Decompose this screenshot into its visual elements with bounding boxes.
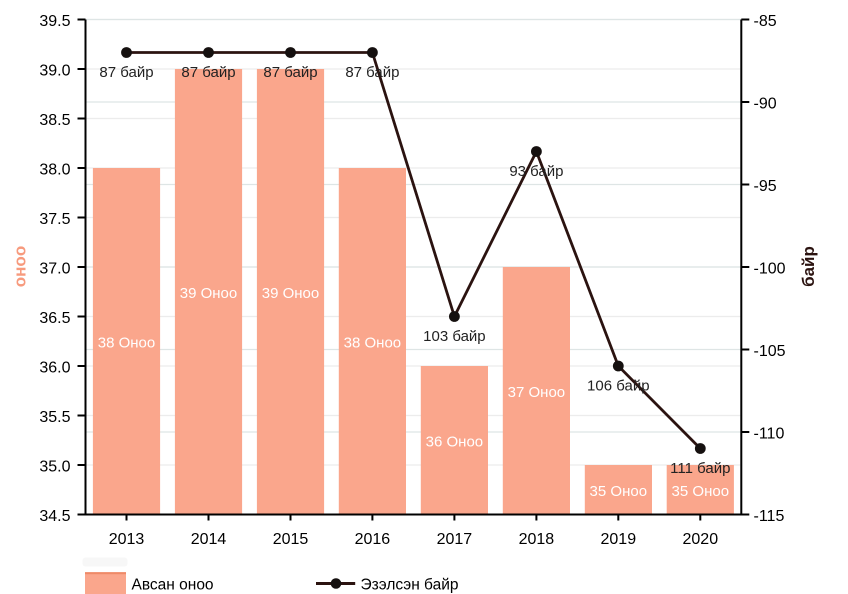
svg-text:39.5: 39.5 [39, 13, 70, 30]
svg-text:2013: 2013 [109, 531, 145, 548]
svg-text:39 Оноо: 39 Оноо [180, 285, 238, 302]
svg-text:Эзэлсэн байр: Эзэлсэн байр [361, 577, 459, 594]
svg-text:36.0: 36.0 [39, 360, 70, 377]
svg-text:-85: -85 [754, 13, 777, 30]
svg-text:87 байр: 87 байр [263, 64, 317, 81]
svg-text:байр: байр [799, 246, 818, 287]
svg-text:38.5: 38.5 [39, 112, 70, 129]
svg-text:37 Оноо: 37 Оноо [508, 384, 566, 401]
svg-text:106 байр: 106 байр [587, 377, 650, 394]
svg-text:87 байр: 87 байр [181, 64, 235, 81]
svg-text:87 байр: 87 байр [99, 64, 153, 81]
svg-text:38 Оноо: 38 Оноо [344, 335, 402, 352]
svg-text:оноо: оноо [11, 246, 30, 287]
svg-text:39 Оноо: 39 Оноо [262, 285, 320, 302]
svg-text:2018: 2018 [519, 531, 555, 548]
svg-text:-100: -100 [754, 261, 786, 278]
svg-text:2014: 2014 [191, 531, 227, 548]
svg-text:37.0: 37.0 [39, 261, 70, 278]
svg-text:-115: -115 [754, 508, 785, 525]
svg-text:36.5: 36.5 [39, 310, 70, 327]
svg-text:2015: 2015 [273, 531, 309, 548]
svg-text:-110: -110 [754, 426, 785, 443]
svg-text:37.5: 37.5 [39, 211, 70, 228]
svg-text:-95: -95 [754, 178, 777, 195]
svg-text:34.5: 34.5 [39, 508, 70, 525]
svg-text:-105: -105 [754, 343, 786, 360]
svg-text:38.0: 38.0 [39, 162, 70, 179]
svg-text:35 Оноо: 35 Оноо [672, 483, 730, 500]
svg-text:2019: 2019 [601, 531, 637, 548]
svg-text:2016: 2016 [355, 531, 391, 548]
svg-text:87 байр: 87 байр [345, 64, 399, 81]
svg-text:93 байр: 93 байр [509, 163, 563, 180]
svg-text:35.0: 35.0 [39, 459, 70, 476]
svg-text:-90: -90 [754, 96, 777, 113]
svg-text:2020: 2020 [683, 531, 719, 548]
svg-text:103 байр: 103 байр [423, 328, 486, 345]
svg-text:35.5: 35.5 [39, 409, 70, 426]
svg-text:39.0: 39.0 [39, 63, 70, 80]
svg-text:111 байр: 111 байр [670, 460, 730, 477]
svg-text:35 Оноо: 35 Оноо [590, 483, 648, 500]
svg-text:38 Оноо: 38 Оноо [98, 335, 156, 352]
svg-text:2017: 2017 [437, 531, 473, 548]
svg-text:Авсан оноо: Авсан оноо [132, 577, 214, 594]
svg-text:36 Оноо: 36 Оноо [426, 434, 484, 451]
